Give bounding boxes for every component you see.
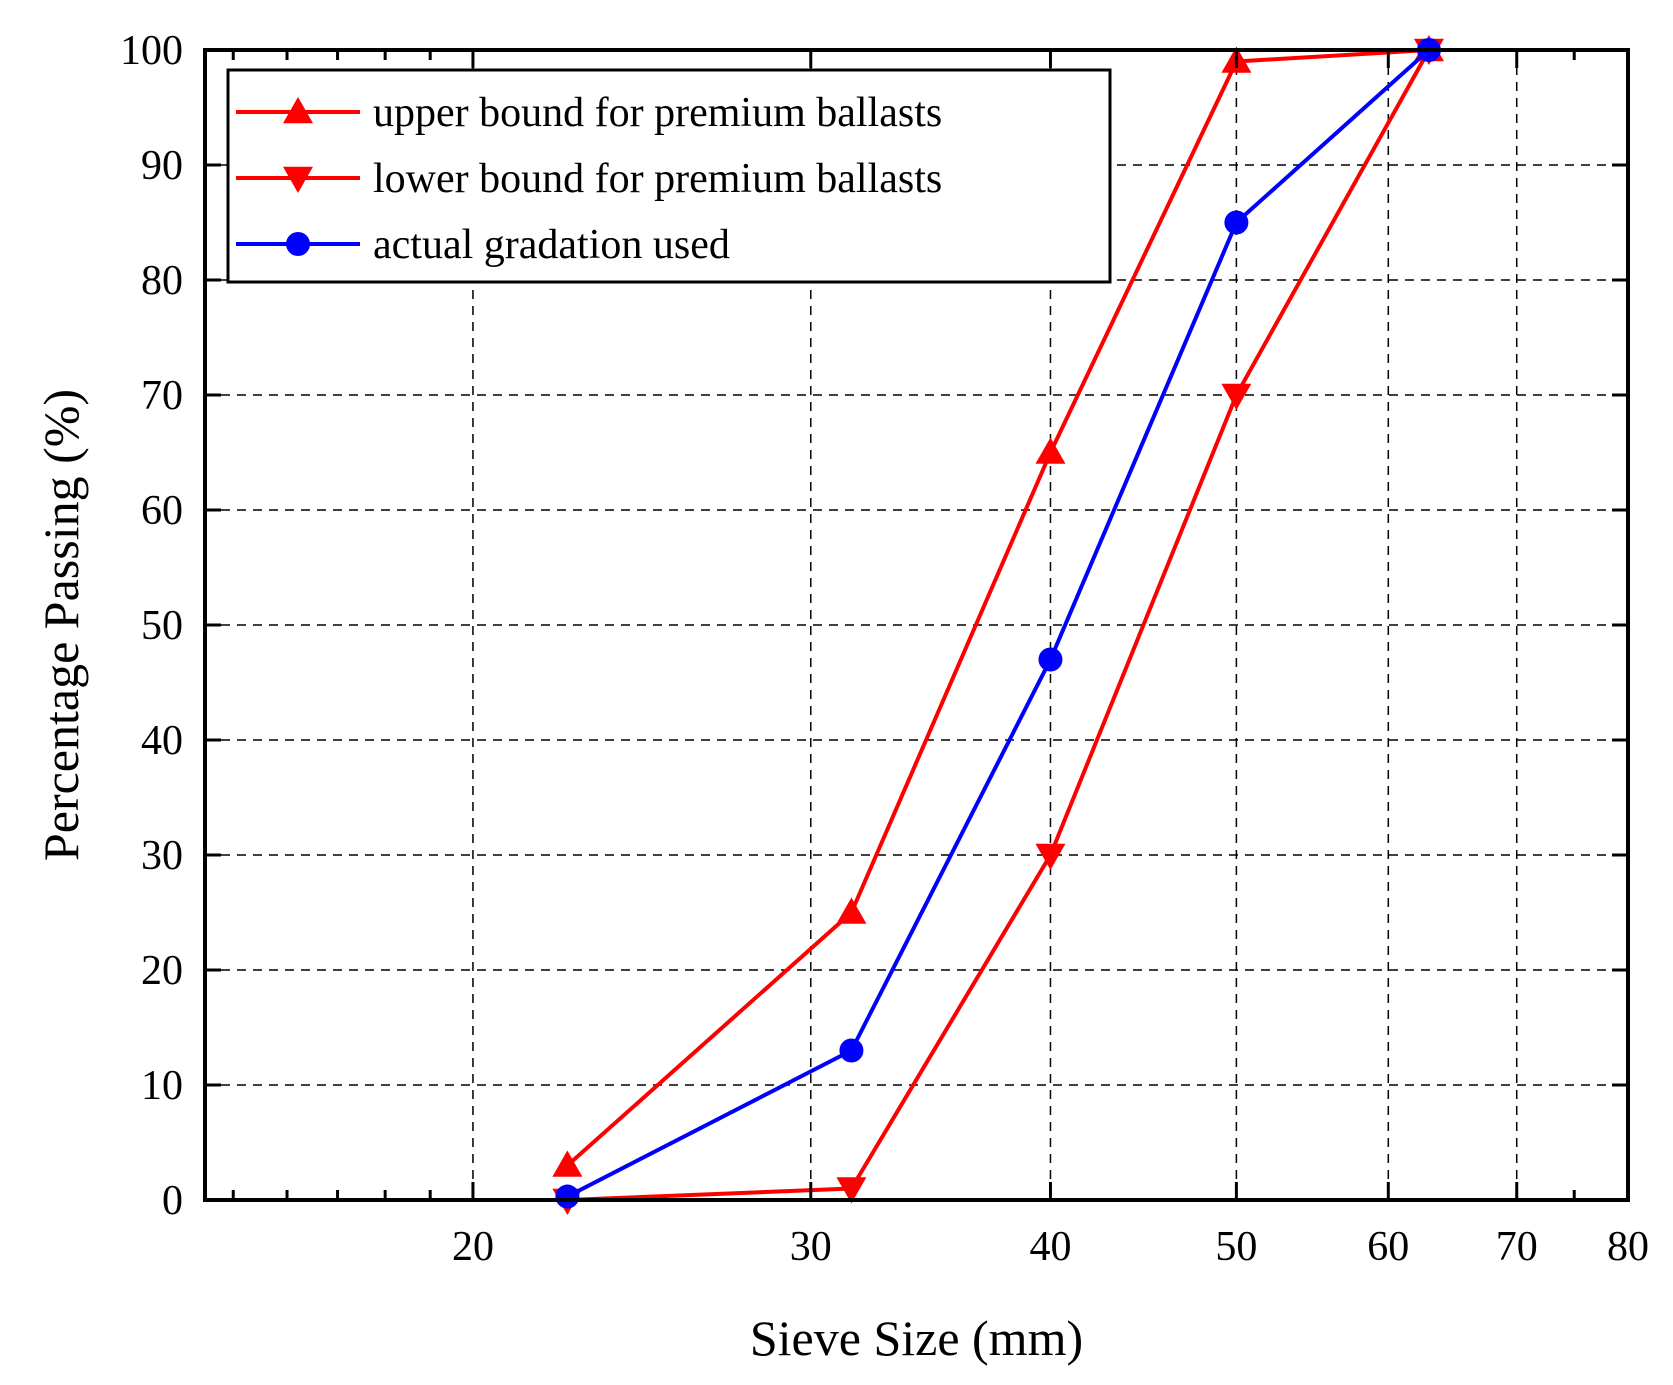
- x-tick-label: 40: [1029, 1224, 1071, 1270]
- tick-marks: [205, 48, 1630, 1202]
- legend-item-2: lower bound for premium ballasts: [236, 156, 942, 202]
- legend-item-3: actual gradation used: [236, 222, 730, 268]
- y-tick-label: 80: [141, 258, 183, 304]
- data-point: [1038, 647, 1063, 672]
- data-point: [836, 897, 867, 924]
- legend-label: lower bound for premium ballasts: [373, 156, 942, 202]
- legend-item-1: upper bound for premium ballasts: [236, 90, 942, 136]
- legend-marker: [283, 166, 313, 193]
- data-point: [839, 1038, 864, 1063]
- legend-label: actual gradation used: [373, 222, 730, 268]
- y-tick-label: 30: [141, 833, 183, 879]
- data-point: [1224, 210, 1249, 235]
- x-tick-label: 50: [1215, 1224, 1257, 1270]
- y-tick-label: 90: [141, 143, 183, 189]
- y-tick-label: 10: [141, 1063, 183, 1109]
- legend-box: [226, 68, 1112, 284]
- data-point: [1035, 843, 1066, 870]
- x-tick-label: 80: [1607, 1224, 1649, 1270]
- x-tick-label: 30: [790, 1224, 832, 1270]
- data-point: [552, 1150, 583, 1177]
- y-tick-label: 100: [120, 28, 183, 74]
- y-tick-label: 40: [141, 718, 183, 764]
- x-tick-label: 60: [1367, 1224, 1409, 1270]
- x-axis-title: Sieve Size (mm): [750, 1310, 1083, 1366]
- data-point: [1035, 437, 1066, 464]
- y-tick-label: 20: [141, 948, 183, 994]
- data-point: [836, 1177, 867, 1204]
- y-tick-label: 70: [141, 373, 183, 419]
- y-axis-title: Percentage Passing (%): [33, 389, 89, 861]
- legend-marker: [286, 232, 310, 256]
- data-point: [1221, 383, 1252, 410]
- x-tick-label: 70: [1496, 1224, 1538, 1270]
- series-3: [555, 38, 1441, 1209]
- legend-marker: [283, 97, 313, 124]
- legend-label: upper bound for premium ballasts: [373, 90, 942, 136]
- legend: upper bound for premium ballasts lower bo…: [226, 68, 1112, 284]
- x-tick-label: 20: [452, 1224, 494, 1270]
- data-point: [555, 1184, 580, 1209]
- tick-labels: 0 10 20 30 40 50 60 70 80 90 100 20 30 40 50 60 70 80: [120, 28, 1649, 1270]
- y-tick-label: 50: [141, 603, 183, 649]
- y-tick-label: 60: [141, 488, 183, 534]
- y-tick-label: 0: [162, 1178, 183, 1224]
